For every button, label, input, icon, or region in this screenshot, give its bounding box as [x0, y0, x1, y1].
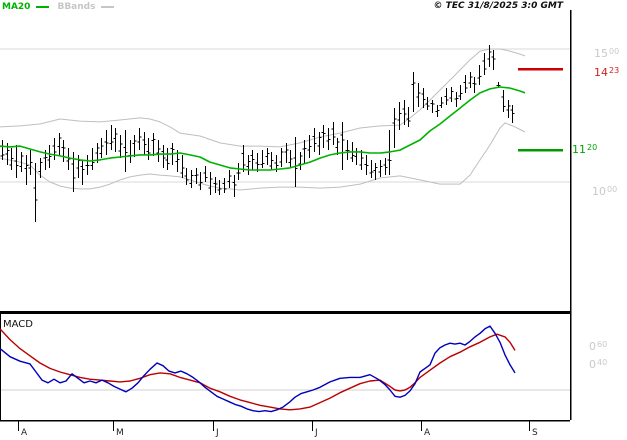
candles-group — [0, 45, 515, 222]
macd-signal-line — [0, 328, 516, 411]
macd-line — [0, 325, 516, 413]
price-axis-label: 1000 — [592, 185, 617, 198]
legend-bbands-label: BBands — [57, 2, 96, 12]
legend-ma20-label: MA20 — [2, 2, 31, 12]
ma20-line — [0, 86, 526, 171]
macd-axis-label: 060 — [589, 340, 607, 353]
ma20-line-swatch — [36, 6, 50, 8]
macd-panel-label: MACD — [3, 319, 33, 330]
copyright-notice: © TEC 31/8/2025 3:0 GMT — [433, 1, 563, 11]
month-label: A — [424, 428, 431, 438]
macd-panel-top-border — [0, 311, 570, 314]
price-axis-label: 1500 — [594, 47, 619, 60]
price-axis-label: 1423 — [594, 66, 619, 79]
month-label: S — [532, 428, 538, 438]
month-label: M — [116, 428, 124, 438]
bbands-line-swatch — [101, 6, 115, 8]
month-label: J — [215, 428, 219, 438]
chart-legend: MA20 BBands — [2, 2, 116, 12]
month-label: J — [314, 428, 318, 438]
price-axis-label: 1120 — [572, 143, 597, 156]
macd-axis-label: 040 — [589, 358, 607, 371]
month-label: A — [21, 428, 28, 438]
